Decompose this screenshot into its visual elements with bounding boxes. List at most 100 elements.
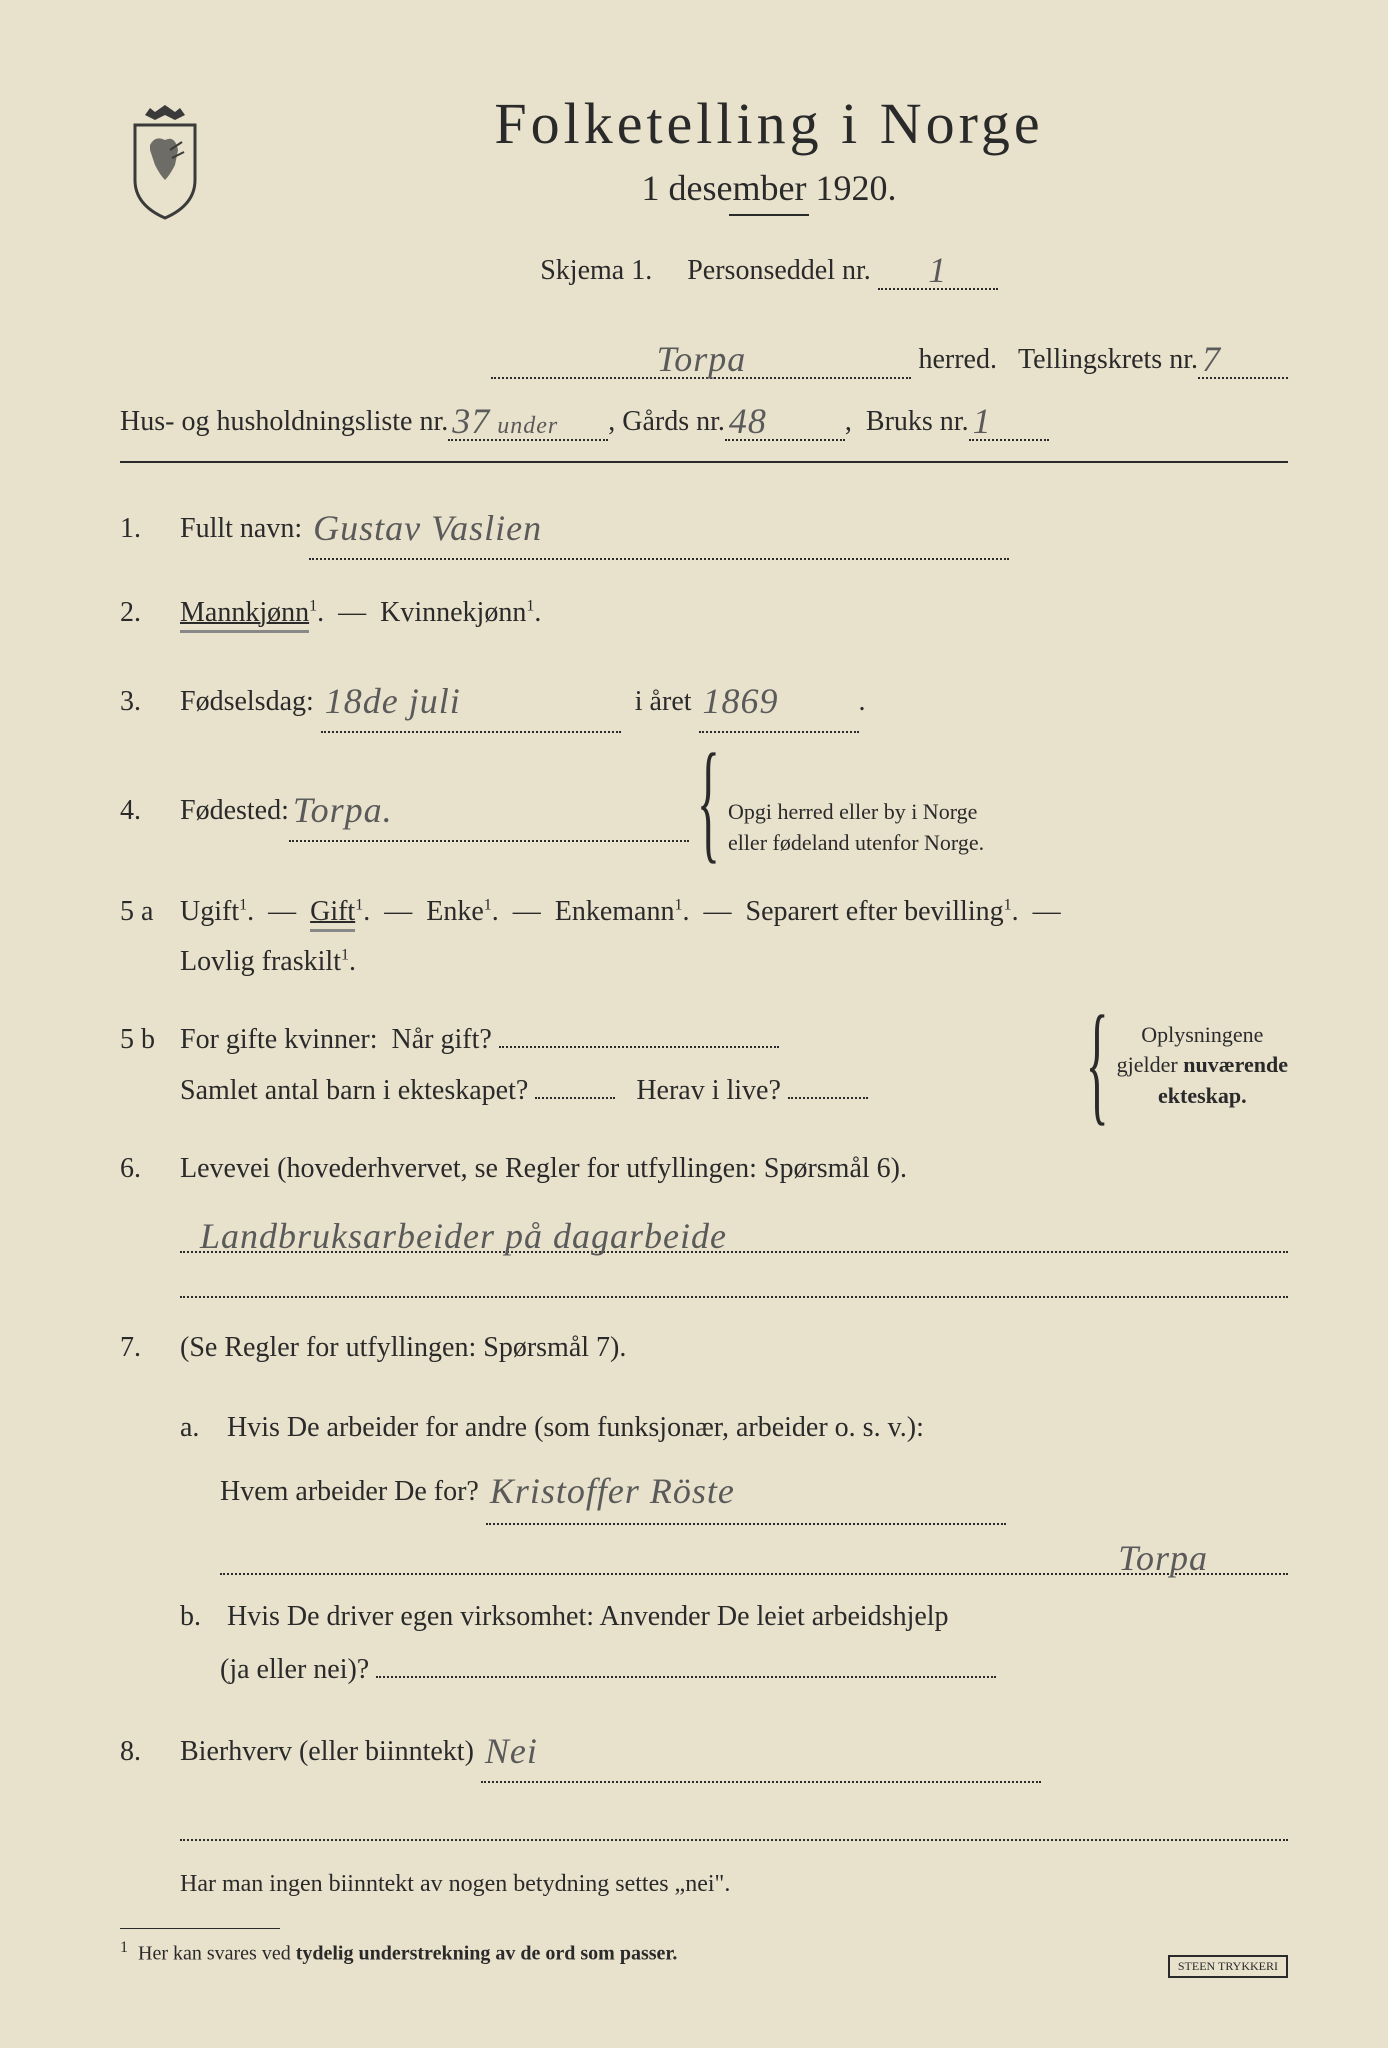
printer-stamp: STEEN TRYKKERI — [1168, 1955, 1288, 1978]
q5b-note-line2: gjelder nuværende — [1117, 1052, 1288, 1077]
q5b-note-line3: ekteskap. — [1158, 1083, 1247, 1108]
q5b-q2: Samlet antal barn i ekteskapet? — [180, 1075, 528, 1106]
q7b-line1: Hvis De driver egen virksomhet: Anvender… — [227, 1601, 949, 1632]
question-5b: 5 b For gifte kvinner: Når gift? Samlet … — [120, 1015, 1288, 1116]
q2-kvinne: Kvinnekjønn — [380, 597, 526, 628]
gards-value: 48 — [729, 401, 767, 441]
footnote: 1 Her kan svares ved tydelig understrekn… — [120, 1939, 1288, 1966]
title-block: Folketelling i Norge 1 desember 1920. Sk… — [250, 90, 1288, 315]
q3-year-label: i året — [635, 686, 692, 717]
question-7b: b. Hvis De driver egen virksomhet: Anven… — [180, 1590, 1288, 1696]
question-2: 2. Mannkjønn1. — Kvinnekjønn1. — [120, 588, 1288, 638]
q5a-line2: Lovlig fraskilt — [180, 946, 341, 977]
q7a-field-2: Torpa — [220, 1545, 1288, 1575]
subtitle-underline — [729, 214, 809, 216]
q5b-q1-field — [499, 1046, 779, 1048]
gards-label: Gårds nr. — [622, 406, 725, 438]
personseddel-field: 1 — [878, 246, 998, 290]
q7a-letter: a. — [180, 1401, 220, 1454]
divider — [120, 461, 1288, 463]
gards-field: 48 — [725, 397, 845, 441]
q7a-line1: Hvis De arbeider for andre (som funksjon… — [227, 1412, 924, 1443]
q3-day-value: 18de juli — [325, 681, 461, 721]
q8-field-2 — [180, 1811, 1288, 1841]
q7a-value2: Torpa — [1118, 1537, 1208, 1579]
q1-label: Fullt navn: — [180, 513, 302, 544]
q6-field-2 — [180, 1268, 1288, 1298]
bruks-label: Bruks nr. — [866, 406, 969, 438]
main-title: Folketelling i Norge — [250, 90, 1288, 157]
q1-value: Gustav Vaslien — [313, 508, 542, 548]
q2-mann: Mannkjønn — [180, 597, 309, 633]
husliste-label: Hus- og husholdningsliste nr. — [120, 406, 448, 438]
bracket-icon: { — [697, 683, 720, 925]
personseddel-label: Personseddel nr. — [687, 255, 871, 286]
q5a-opt4: Separert efter bevilling — [746, 896, 1004, 927]
q7-label: (Se Regler for utfyllingen: Spørsmål 7). — [180, 1323, 1288, 1373]
schema-label: Skjema 1. — [540, 255, 652, 286]
q5b-note: Oplysningene gjelder nuværende ekteskap. — [1117, 1020, 1288, 1112]
herred-value: Torpa — [657, 339, 747, 379]
husliste-note: under — [497, 413, 558, 439]
tellingskrets-label: Tellingskrets nr. — [1018, 344, 1198, 376]
q5a-opt3: Enkemann — [555, 896, 675, 927]
q4-label: Fødested: — [180, 786, 289, 836]
footer-note: Har man ingen biinntekt av nogen betydni… — [180, 1871, 1288, 1898]
q6-num: 6. — [120, 1144, 180, 1194]
q5b-num: 5 b — [120, 1015, 180, 1065]
question-7: 7. (Se Regler for utfyllingen: Spørsmål … — [120, 1323, 1288, 1373]
document-header: Folketelling i Norge 1 desember 1920. Sk… — [120, 90, 1288, 315]
herred-label: herred. — [918, 344, 997, 376]
tellingskrets-value: 7 — [1202, 339, 1221, 379]
herred-row: Torpa herred. Tellingskrets nr. 7 — [120, 335, 1288, 379]
q4-field: Torpa. — [289, 775, 689, 842]
q7b-line2: (ja eller nei)? — [220, 1654, 369, 1685]
herred-field: Torpa — [491, 335, 911, 379]
q5b-note-line1: Oplysningene — [1141, 1022, 1263, 1047]
q4-num: 4. — [120, 786, 180, 836]
q5b-q3: Herav i live? — [636, 1075, 781, 1106]
footnote-marker: 1 — [120, 1939, 128, 1956]
q5b-q2-field — [535, 1097, 615, 1099]
footnote-text: Her kan svares ved tydelig understreknin… — [138, 1942, 677, 1964]
q7a-line2: Hvem arbeider De for? — [220, 1476, 479, 1507]
q3-label: Fødselsdag: — [180, 686, 314, 717]
question-7a: a. Hvis De arbeider for andre (som funks… — [180, 1401, 1288, 1525]
bracket-icon-2: { — [1086, 945, 1109, 1187]
husliste-field: 37 under — [448, 397, 608, 441]
q5b-q1: Når gift? — [392, 1024, 492, 1055]
q7a-field: Kristoffer Röste — [486, 1454, 1006, 1524]
q8-value: Nei — [485, 1731, 538, 1771]
q4-note-line2: eller fødeland utenfor Norge. — [728, 830, 984, 855]
schema-line: Skjema 1. Personseddel nr. 1 — [250, 246, 1288, 290]
tellingskrets-field: 7 — [1198, 335, 1288, 379]
personseddel-value: 1 — [928, 250, 947, 290]
q3-num: 3. — [120, 677, 180, 727]
subtitle: 1 desember 1920. — [250, 167, 1288, 209]
q4-note: Opgi herred eller by i Norge eller fødel… — [728, 797, 984, 859]
q5a-opt2: Enke — [426, 896, 484, 927]
question-4: 4. Fødested: Torpa. { Opgi herred eller … — [120, 761, 1288, 859]
q7b-letter: b. — [180, 1590, 220, 1643]
q5a-opt0: Ugift — [180, 896, 239, 927]
q8-label: Bierhverv (eller biinntekt) — [180, 1736, 474, 1767]
q4-value: Torpa. — [293, 790, 393, 830]
coat-of-arms — [120, 100, 210, 220]
question-8: 8. Bierhverv (eller biinntekt) Nei — [120, 1716, 1288, 1783]
husliste-row: Hus- og husholdningsliste nr. 37 under ,… — [120, 397, 1288, 441]
q6-field: Landbruksarbeider på dagarbeide — [180, 1223, 1288, 1253]
q7-num: 7. — [120, 1323, 180, 1373]
q6-value: Landbruksarbeider på dagarbeide — [200, 1215, 727, 1257]
q5b-label: For gifte kvinner: — [180, 1024, 378, 1055]
question-1: 1. Fullt navn: Gustav Vaslien — [120, 493, 1288, 560]
q3-day-field: 18de juli — [321, 666, 621, 733]
q1-field: Gustav Vaslien — [309, 493, 1009, 560]
q8-field: Nei — [481, 1716, 1041, 1783]
q3-year-field: 1869 — [699, 666, 859, 733]
q1-num: 1. — [120, 504, 180, 554]
q8-num: 8. — [120, 1727, 180, 1777]
q4-note-line1: Opgi herred eller by i Norge — [728, 799, 977, 824]
question-6: 6. Levevei (hovederhvervet, se Regler fo… — [120, 1144, 1288, 1194]
q5a-num: 5 a — [120, 887, 180, 937]
q7a-value: Kristoffer Röste — [490, 1471, 735, 1511]
